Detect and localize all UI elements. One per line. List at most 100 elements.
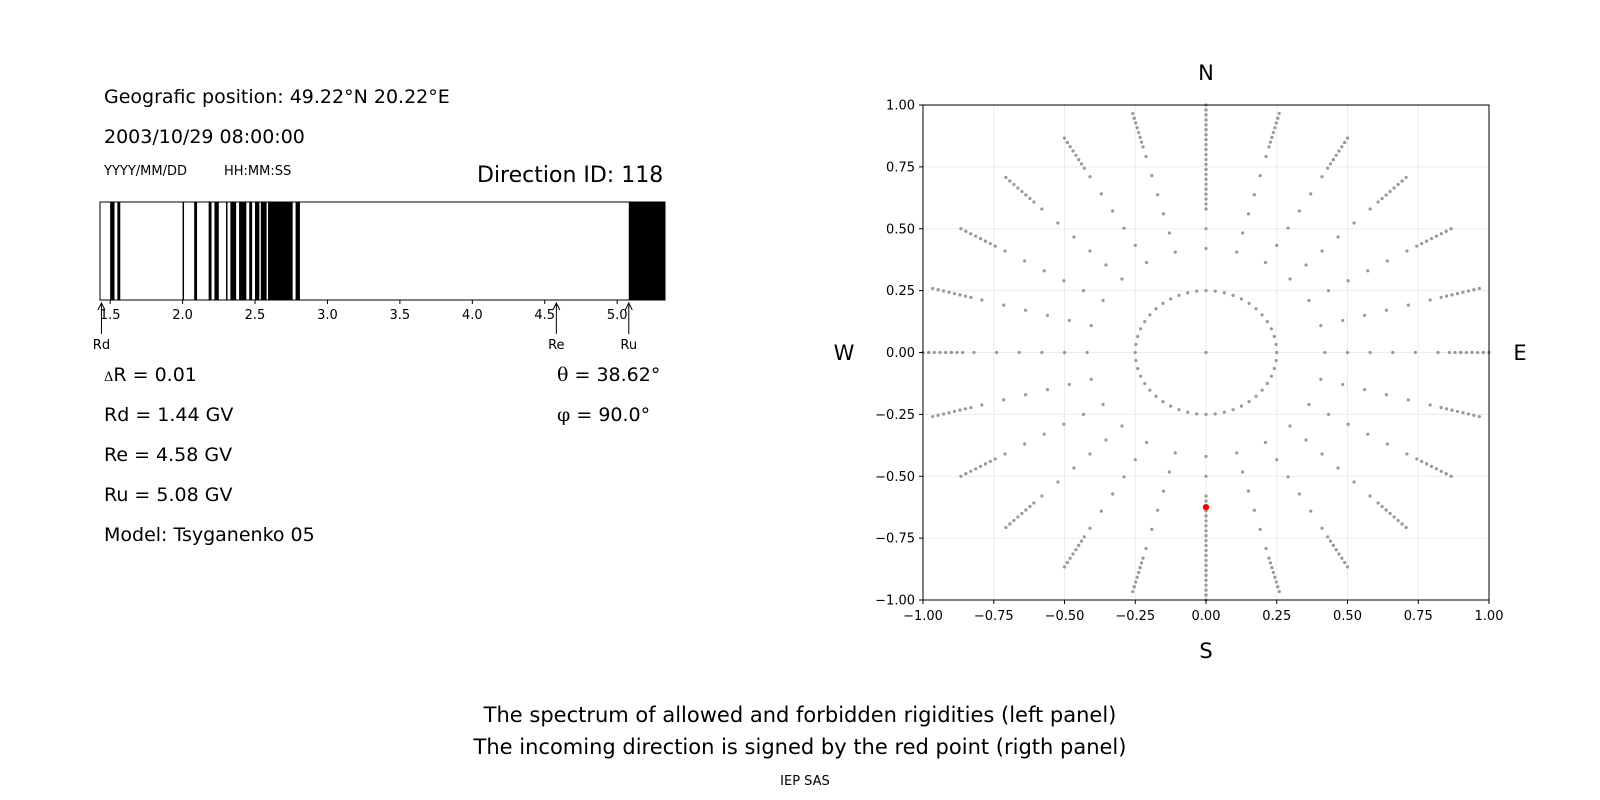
grid-point (1385, 259, 1389, 263)
grid-point (1072, 235, 1076, 239)
grid-point (1003, 452, 1007, 456)
grid-point (1331, 543, 1335, 548)
grid-point (1466, 289, 1471, 293)
grid-point (1309, 192, 1313, 196)
grid-point (1134, 580, 1138, 584)
grid-point (1396, 182, 1400, 187)
grid-point (1065, 560, 1069, 565)
grid-point (1376, 501, 1380, 505)
grid-point (1141, 145, 1145, 149)
grid-point (1144, 154, 1148, 159)
dir-ytick-label-6: 0.50 (886, 222, 915, 237)
dir-xtick-label-5: 0.25 (1262, 609, 1291, 624)
grid-point (1040, 350, 1044, 355)
grid-point (1258, 527, 1262, 532)
dir-ytick-label-8: 1.00 (886, 99, 915, 114)
phi-symbol: φ (557, 404, 571, 426)
grid-point (1323, 350, 1327, 355)
grid-point (1150, 527, 1154, 532)
grid-point (1122, 226, 1126, 230)
grid-point (1204, 558, 1208, 562)
grid-point (1195, 412, 1199, 416)
spectrum-xtick-label-5: 4.0 (462, 308, 483, 323)
grid-point (1476, 350, 1480, 355)
grid-point (1337, 149, 1341, 153)
grid-point (964, 472, 968, 476)
grid-point (1131, 589, 1135, 594)
grid-point (1472, 413, 1476, 417)
grid-point (1384, 393, 1389, 397)
grid-point (1307, 402, 1311, 407)
grid-point (1167, 231, 1171, 235)
grid-point (1274, 342, 1278, 347)
grid-point (1101, 402, 1105, 407)
grid-point (1023, 393, 1028, 397)
model-line: Model: Tsyganenko 05 (104, 524, 315, 546)
grid-point (963, 407, 968, 411)
grid-point (1260, 313, 1264, 317)
grid-point (1273, 126, 1277, 130)
grid-point (1204, 143, 1208, 147)
grid-point (1133, 243, 1137, 247)
grid-point (1328, 162, 1333, 166)
grid-point (1056, 221, 1060, 225)
grid-point (1156, 193, 1160, 197)
grid-point (1326, 535, 1330, 539)
grid-point (1413, 350, 1418, 355)
dir-ytick-label-0: −1.00 (875, 594, 915, 609)
grid-point (1204, 177, 1208, 181)
dir-xtick-label-8: 1.00 (1475, 609, 1504, 624)
grid-point (1252, 193, 1256, 197)
grid-point (1304, 263, 1308, 267)
grid-point (1154, 394, 1158, 398)
grid-point (1081, 289, 1086, 293)
grid-point (1275, 350, 1279, 355)
grid-point (1346, 422, 1350, 426)
grid-point (1241, 470, 1245, 474)
grid-point (1461, 290, 1465, 294)
grid-point (1161, 489, 1166, 493)
grid-point (969, 232, 973, 236)
spectrum-xtick-label-1: 2.0 (172, 308, 193, 323)
grid-point (1099, 192, 1103, 196)
grid-point (1477, 414, 1481, 419)
grid-point (1326, 289, 1331, 293)
grid-point (1247, 399, 1251, 404)
grid-point (1135, 126, 1139, 130)
grid-point (1341, 382, 1345, 387)
dir-ytick-label-1: −0.75 (875, 532, 915, 547)
grid-point (1088, 249, 1092, 253)
grid-point (1343, 140, 1347, 145)
grid-point (1074, 153, 1078, 157)
grid-point (1204, 202, 1208, 206)
grid-point (1204, 133, 1208, 137)
grid-point (1120, 424, 1124, 428)
grid-point (1405, 249, 1409, 253)
grid-point (1264, 546, 1268, 551)
grid-point (1067, 318, 1071, 323)
grid-point (1016, 515, 1020, 519)
grid-point (1204, 553, 1208, 558)
grid-point (1067, 382, 1071, 387)
grid-point (1139, 374, 1143, 378)
grid-point (1079, 162, 1084, 166)
grid-point (1062, 279, 1066, 283)
grid-point (1134, 358, 1138, 363)
grid-point (1204, 524, 1208, 528)
grid-point (1345, 350, 1350, 355)
grid-point (1081, 412, 1086, 416)
grid-point (1222, 291, 1226, 295)
dir-ytick-label-4: 0.00 (886, 346, 915, 361)
grid-point (941, 289, 946, 293)
grid-point (1264, 154, 1268, 159)
grid-point (1247, 301, 1251, 306)
grid-point (1040, 207, 1044, 211)
grid-point (1002, 303, 1006, 307)
grid-point (1286, 226, 1290, 230)
grid-point (1101, 298, 1105, 303)
grid-point (1204, 454, 1208, 459)
grid-point (1074, 548, 1078, 552)
grid-point (1239, 404, 1243, 408)
grid-point (1320, 452, 1324, 456)
grid-point (1156, 508, 1160, 512)
